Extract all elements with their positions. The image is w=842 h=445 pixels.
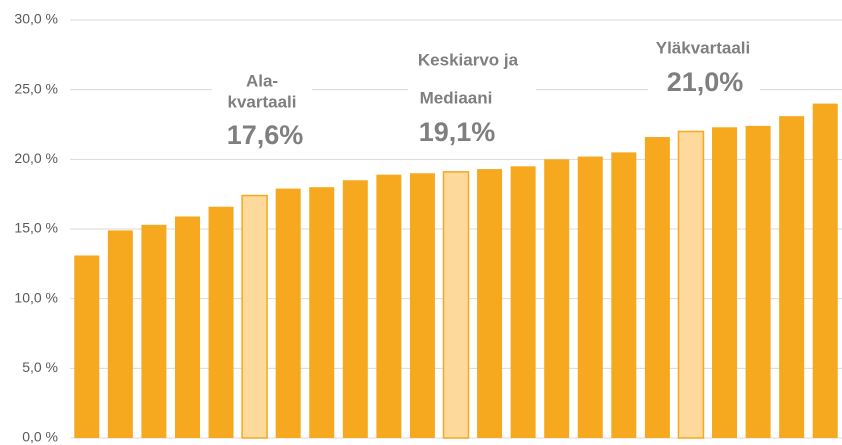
bar <box>544 159 570 439</box>
bar <box>477 169 503 438</box>
annotation-bg <box>648 34 760 100</box>
annotation-text: Mediaani <box>420 88 493 107</box>
annotations: Ala- kvartaali 17,6% Keskiarvo ja Mediaa… <box>212 34 760 152</box>
bar <box>208 206 234 438</box>
annotation-bg <box>212 68 312 152</box>
annotation-text: Ala- <box>246 71 278 90</box>
annotation-value: 21,0% <box>667 67 744 97</box>
annotation-text: Yläkvartaali <box>656 38 751 57</box>
annotation-text: Keskiarvo ja <box>418 50 519 69</box>
bar <box>677 130 705 439</box>
annotation-value: 17,6% <box>227 120 304 150</box>
y-tick-label: 5,0 % <box>22 359 58 375</box>
bar <box>745 125 771 438</box>
bar <box>644 137 670 439</box>
y-tick-label: 25,0 % <box>14 80 58 96</box>
bar <box>309 187 335 438</box>
bar <box>141 224 167 438</box>
bars <box>74 103 838 439</box>
bar <box>712 127 738 438</box>
bar <box>577 156 603 438</box>
bar <box>376 174 402 438</box>
bar <box>779 116 805 438</box>
bar <box>241 194 268 439</box>
bar <box>342 180 368 438</box>
bar <box>611 152 637 438</box>
y-tick-label: 30,0 % <box>14 11 58 27</box>
bar <box>275 188 301 438</box>
annotation-value: 19,1% <box>419 117 496 147</box>
bar <box>442 171 470 439</box>
bar <box>74 255 100 438</box>
y-tick-label: 0,0 % <box>22 429 58 445</box>
annotation-text: kvartaali <box>228 92 297 111</box>
y-tick-label: 20,0 % <box>14 150 58 166</box>
bar <box>107 230 133 438</box>
y-tick-label: 10,0 % <box>14 289 58 305</box>
annotation-bg <box>408 46 536 150</box>
bar <box>812 103 838 438</box>
y-tick-label: 15,0 % <box>14 220 58 236</box>
bar <box>174 216 200 438</box>
bar <box>510 166 536 439</box>
bar <box>409 173 435 438</box>
